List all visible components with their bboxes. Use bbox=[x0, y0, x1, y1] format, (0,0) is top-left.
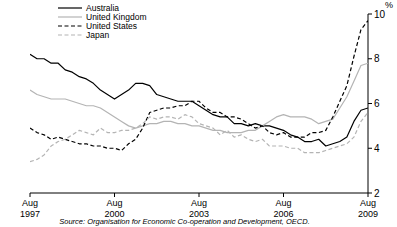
y-tick bbox=[368, 58, 372, 59]
x-tick-label: Aug2000 bbox=[104, 198, 124, 219]
x-tick-label-part: 2009 bbox=[358, 209, 378, 219]
x-tick bbox=[199, 193, 200, 197]
series-line bbox=[30, 54, 368, 146]
series-line bbox=[30, 112, 368, 161]
x-tick-label-part: Aug bbox=[275, 198, 291, 208]
chart: 246810%Aug1997Aug2000Aug2003Aug2006Aug20… bbox=[0, 0, 397, 227]
series-line bbox=[30, 63, 368, 132]
x-tick-label-part: Aug bbox=[360, 198, 376, 208]
legend-swatch bbox=[58, 7, 82, 8]
y-tick bbox=[368, 14, 372, 15]
y-tick-label: 8 bbox=[374, 53, 380, 64]
plot-area bbox=[30, 21, 368, 162]
legend-label: Japan bbox=[86, 30, 109, 40]
y-tick bbox=[368, 103, 372, 104]
x-tick-label-part: 1997 bbox=[20, 209, 40, 219]
x-tick-label-part: Aug bbox=[191, 198, 207, 208]
y-tick-label: 6 bbox=[374, 98, 380, 109]
legend-swatch bbox=[58, 34, 82, 35]
legend-swatch bbox=[58, 16, 82, 17]
x-tick bbox=[368, 193, 369, 197]
y-axis-label: % bbox=[385, 0, 393, 10]
y-tick bbox=[368, 193, 372, 194]
x-tick-label: Aug2009 bbox=[358, 198, 378, 219]
x-tick-label: Aug2006 bbox=[273, 198, 293, 219]
x-tick bbox=[114, 193, 115, 197]
y-tick-label: 10 bbox=[374, 9, 386, 20]
x-tick bbox=[283, 193, 284, 197]
x-tick-label: Aug2003 bbox=[189, 198, 209, 219]
x-tick-label: Aug1997 bbox=[20, 198, 40, 219]
legend-swatch bbox=[58, 25, 82, 26]
x-tick bbox=[30, 193, 31, 197]
x-tick-label-part: Aug bbox=[106, 198, 122, 208]
y-tick bbox=[368, 148, 372, 149]
y-tick-label: 4 bbox=[374, 143, 380, 154]
source-note: Source: Organisation for Economic Co-ope… bbox=[59, 217, 310, 226]
y-tick-label: 2 bbox=[374, 188, 380, 199]
x-tick-label-part: Aug bbox=[22, 198, 38, 208]
